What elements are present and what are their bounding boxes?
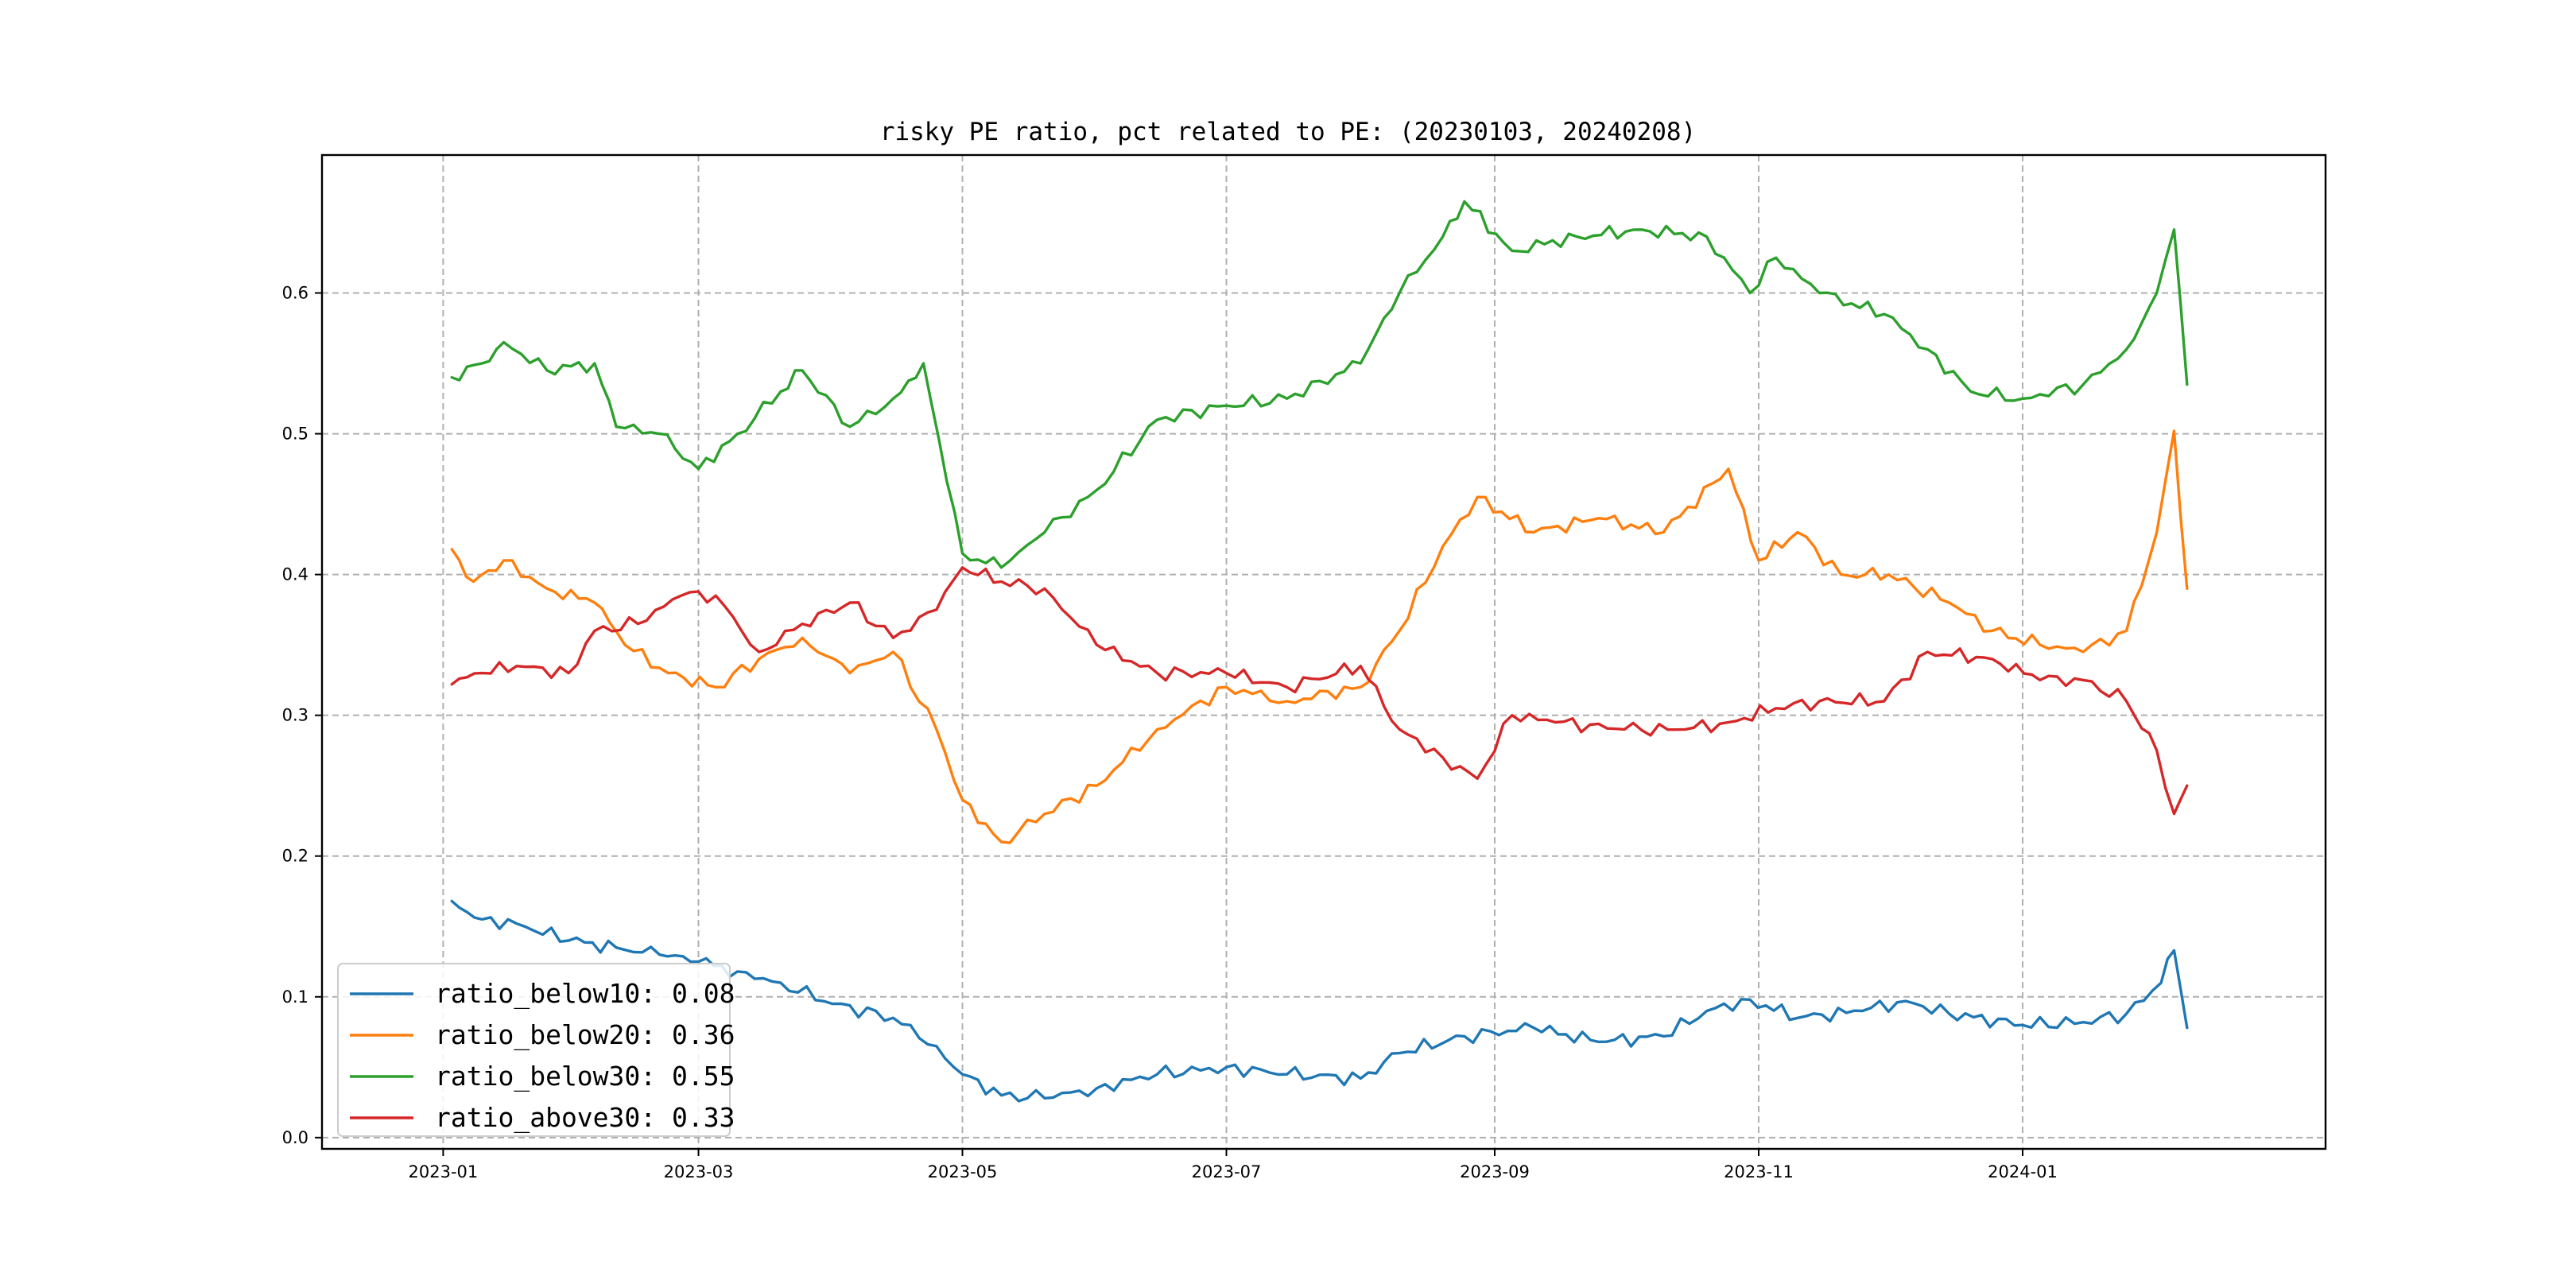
legend-label: ratio_below20: 0.36 [435,1019,735,1051]
x-tick-label: 2023-07 [1192,1162,1262,1181]
series-line-ratio-below30 [450,200,2189,569]
x-tick-label: 2024-01 [1988,1162,2058,1181]
legend-label: ratio_below10: 0.08 [435,978,735,1010]
y-tick-label: 0.2 [282,847,308,866]
series-line-ratio-below20 [450,429,2189,844]
legend-label: ratio_below30: 0.55 [435,1061,735,1092]
plot-frame [320,153,2327,1150]
y-tick-label: 0.1 [282,987,308,1007]
y-tick-label: 0.6 [282,284,308,303]
x-tick-label: 2023-05 [928,1162,998,1181]
series-line-ratio-above30 [450,566,2189,816]
chart-title: risky PE ratio, pct related to PE: (2023… [880,118,1697,146]
legend: ratio_below10: 0.08 ratio_below20: 0.36 ra… [337,963,735,1137]
x-tick-label: 2023-09 [1460,1162,1530,1181]
y-tick-label: 0.5 [282,425,308,444]
series-lines [450,200,2189,1103]
y-tick-label: 0.3 [282,706,308,725]
x-tick-label: 2023-01 [409,1162,479,1181]
x-tick-label: 2023-11 [1724,1162,1794,1181]
y-tick-label: 0.0 [282,1128,308,1147]
x-tick-label: 2023-03 [664,1162,734,1181]
axis-ticks: 2023-01 2023-03 2023-05 2023-07 2023-09 2023-… [282,284,2058,1181]
series-line-ratio-below10 [450,899,2189,1103]
legend-box [337,963,731,1137]
y-tick-label: 0.4 [282,565,308,584]
legend-label: ratio_above30: 0.33 [435,1102,735,1134]
